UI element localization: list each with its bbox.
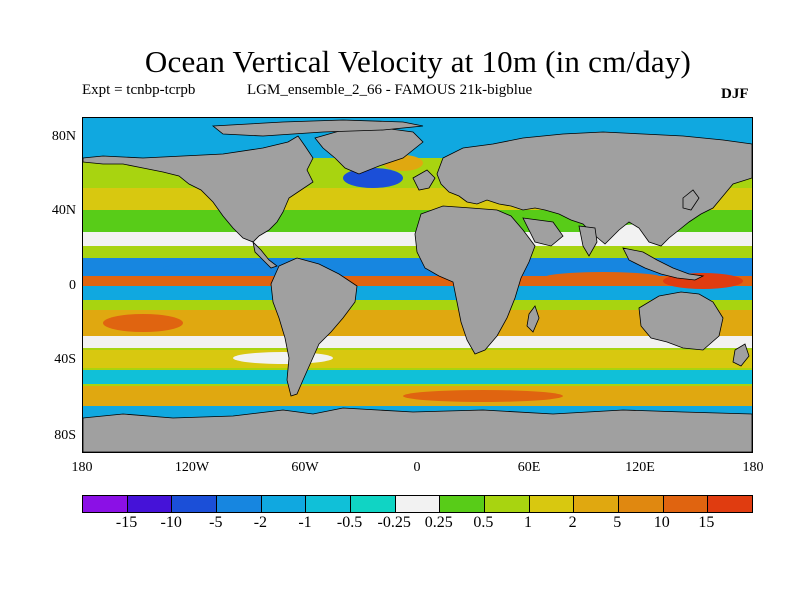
southern-ocean-band-1 — [83, 350, 752, 368]
map-svg — [83, 118, 752, 452]
equator-band — [83, 276, 752, 286]
colorbar-label: 2 — [568, 514, 577, 531]
figure-title: Ocean Vertical Velocity at 10m (in cm/da… — [144, 44, 692, 79]
colorbar-label: -10 — [160, 514, 182, 531]
north-america — [83, 135, 314, 243]
lat-label-0: 0 — [69, 278, 76, 293]
india — [578, 225, 598, 257]
colorbar-swatch — [663, 496, 709, 512]
colorbar-swatch — [261, 496, 307, 512]
lon-label-60e: 60E — [517, 460, 541, 475]
south-equator-band — [83, 286, 752, 300]
colorbar-label: -2 — [253, 514, 268, 531]
colorbar-swatch — [395, 496, 441, 512]
new-zealand — [732, 343, 750, 367]
colorbar-swatch — [619, 496, 664, 512]
colorbar-swatch — [485, 496, 530, 512]
madagascar — [526, 305, 540, 333]
colorbar-label: -0.25 — [377, 514, 411, 531]
colorbar-label: 15 — [698, 514, 715, 531]
land — [83, 119, 752, 452]
arabia — [522, 217, 564, 247]
lon-label-180w: 180 — [71, 460, 93, 475]
australia — [638, 291, 724, 351]
colorbar-label: 0.25 — [424, 514, 453, 531]
japan — [682, 189, 700, 211]
lon-label-0: 0 — [413, 460, 421, 475]
anomaly-blob — [543, 272, 663, 284]
anomaly-blob — [103, 314, 183, 332]
world-map — [82, 117, 753, 453]
colorbar-label: 5 — [613, 514, 622, 531]
colorbar-label: -0.5 — [336, 514, 363, 531]
lat-label-80s: 80S — [54, 428, 76, 443]
southern-ocean-band-2 — [83, 370, 752, 384]
anomaly-blob — [233, 352, 333, 364]
colorbar-swatch — [351, 496, 396, 512]
experiment-label: Expt = tcnbp-tcrpb — [82, 82, 196, 98]
lon-label-120w: 120W — [174, 460, 210, 475]
lat-label-40s: 40S — [54, 352, 76, 367]
colorbar-swatch — [574, 496, 620, 512]
colorbar-swatch — [127, 496, 173, 512]
colorbar-label: -1 — [298, 514, 312, 531]
colorbar-swatch — [83, 496, 128, 512]
colorbar-swatch — [172, 496, 218, 512]
antarctica — [83, 407, 752, 452]
anomaly-blob — [403, 390, 563, 402]
colorbar-label: 0.5 — [473, 514, 494, 531]
eurasia — [436, 131, 752, 247]
lat-label-80n: 80N — [51, 129, 76, 144]
colorbar-swatch — [440, 496, 486, 512]
arctic-islands — [211, 119, 424, 137]
colorbar-label: 1 — [524, 514, 532, 531]
colorbar-swatch — [306, 496, 352, 512]
lon-label-120e: 120E — [625, 460, 655, 475]
colorbar-swatch — [708, 496, 753, 512]
indonesia — [622, 247, 705, 281]
colorbar-swatch — [529, 496, 575, 512]
british-isles — [412, 169, 436, 191]
colorbar-label: 10 — [653, 514, 670, 531]
africa — [414, 205, 536, 355]
colorbar-swatch — [217, 496, 262, 512]
lon-label-60w: 60W — [291, 460, 319, 475]
south-white-band — [83, 336, 752, 348]
south-america — [270, 257, 358, 397]
colorbar-label: -15 — [115, 514, 138, 531]
central-america — [252, 240, 278, 269]
lat-label-40n: 40N — [51, 203, 76, 218]
lon-label-180e: 180 — [742, 460, 764, 475]
run-label: LGM_ensemble_2_66 - FAMOUS 21k-bigblue — [247, 82, 533, 98]
colorbar — [82, 495, 753, 513]
colorbar-label: -5 — [209, 514, 223, 531]
season-label: DJF — [721, 86, 749, 102]
